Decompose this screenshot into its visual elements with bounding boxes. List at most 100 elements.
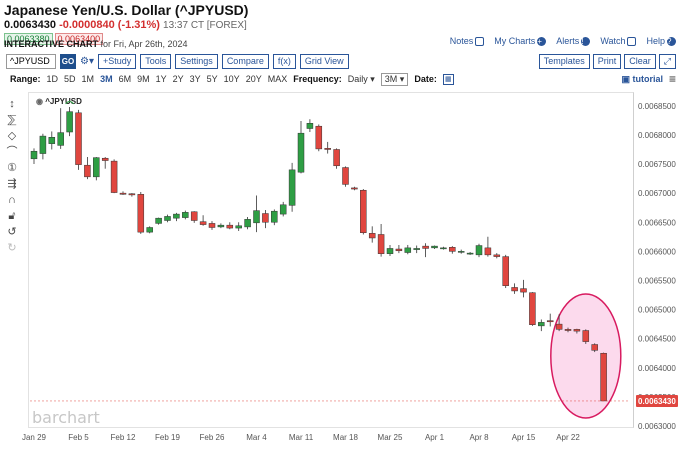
candle-body [48, 137, 56, 144]
candle-body [484, 247, 492, 256]
candle-body [529, 292, 536, 325]
fx-button[interactable]: f(x) [272, 53, 296, 69]
range-3y[interactable]: 3Y [189, 74, 201, 84]
alerts-link[interactable]: Alerts! [556, 36, 591, 46]
candle-body [128, 193, 136, 196]
candle-body [333, 149, 340, 167]
candle-body [538, 322, 545, 327]
templates-button[interactable]: Templates [538, 53, 590, 69]
interactive-chart-label: INTERACTIVE CHART for Fri, Apr 26th, 202… [4, 39, 188, 49]
candle-body [386, 248, 394, 254]
fibonacci-tool-icon[interactable]: ⅀ [7, 114, 17, 126]
candle-body [555, 323, 563, 330]
range-2y[interactable]: 2Y [172, 74, 184, 84]
y-tick-label: 0.0067000 [638, 189, 676, 198]
range-3m[interactable]: 3M [100, 74, 113, 84]
range-1y[interactable]: 1Y [155, 74, 167, 84]
last-price-badge [636, 394, 678, 407]
range-1m[interactable]: 1M [81, 74, 95, 84]
x-tick-label: Mar 25 [378, 433, 403, 442]
candle-body [306, 123, 314, 129]
candle-body [413, 248, 420, 250]
watch-link[interactable]: Watch [600, 36, 637, 46]
range-label: Range: [10, 74, 41, 84]
candle-body [164, 216, 171, 221]
go-button[interactable]: GO [60, 53, 76, 69]
x-tick-label: Mar 11 [289, 433, 314, 442]
clear-button[interactable]: Clear [624, 53, 656, 69]
x-tick-label: Apr 1 [425, 433, 445, 442]
print-button[interactable]: Print [592, 53, 622, 69]
y-tick-label: 0.0063000 [638, 422, 676, 431]
plus-icon: + [537, 36, 547, 46]
candle-body [288, 169, 296, 206]
annotation-tool-icon[interactable]: ① [7, 162, 17, 174]
tutorial-label: tutorial [632, 73, 663, 84]
x-tick-label: Jan 29 [22, 433, 47, 442]
x-tick-label: Feb 12 [111, 433, 136, 442]
settings-gear-icon[interactable]: ⚙▾ [80, 55, 94, 67]
pattern-tool-icon[interactable]: ◇ [7, 130, 17, 142]
expand-icon[interactable]: ⤢ [658, 53, 676, 69]
candle-body [66, 111, 73, 133]
x-tick-label: Mar 4 [246, 433, 267, 442]
tutorial-link[interactable]: ▣ tutorial [621, 74, 663, 85]
range-max[interactable]: MAX [267, 74, 288, 84]
undo-icon[interactable]: ↺ [7, 226, 17, 238]
candle-body [279, 204, 287, 215]
grid-view-button[interactable]: Grid View [299, 53, 349, 69]
bid-badge: 0.0063380 [4, 33, 53, 45]
range-9m[interactable]: 9M [137, 74, 150, 84]
visibility-eye-icon[interactable]: ◉ [36, 97, 43, 106]
ask-badge: 0.0063400 [54, 33, 104, 45]
candle-body [226, 224, 234, 229]
quote-line: 0.0063430 -0.0000840 (-1.31%) 13:37 CT [… [4, 19, 676, 32]
candle-body [573, 329, 581, 332]
trend-tool-icon[interactable]: ⇶ [7, 178, 17, 190]
range-6m[interactable]: 6M [118, 74, 132, 84]
chart-symbol-text: ^JPYUSD [45, 97, 82, 106]
candle-body [244, 219, 251, 228]
my-charts-label: My Charts [494, 36, 536, 46]
crosshair-tool-icon[interactable]: ↕ [9, 98, 15, 110]
candle-body [57, 132, 64, 146]
period-select[interactable]: 3M ▾ [380, 72, 409, 86]
candle-body [351, 187, 358, 190]
y-tick-label: 0.0068500 [638, 102, 676, 111]
tools-button[interactable]: Tools [140, 53, 172, 69]
interactive-chart-title: INTERACTIVE CHART [4, 39, 98, 49]
range-5y[interactable]: 5Y [206, 74, 218, 84]
quote-header: Japanese Yen/U.S. Dollar (^JPYUSD) 0.006… [4, 2, 676, 50]
chart-area[interactable] [28, 92, 634, 428]
symbol-input[interactable] [6, 53, 56, 69]
add-study-button[interactable]: +Study [97, 53, 137, 69]
y-tick-label: 0.0065500 [638, 276, 676, 285]
settings-button[interactable]: Settings [175, 53, 218, 69]
range-5d[interactable]: 5D [64, 74, 76, 84]
my-charts-link[interactable]: My Charts + [494, 36, 547, 46]
range-1d[interactable]: 1D [46, 74, 59, 84]
candle-body [39, 135, 47, 154]
help-link[interactable]: Help? [646, 36, 676, 46]
candle-body [360, 189, 367, 233]
magnet-icon[interactable]: ∩ [8, 194, 16, 206]
range-10y[interactable]: 10Y [223, 74, 240, 84]
frequency-select[interactable]: Daily ▾ [347, 73, 375, 84]
candle-body [190, 211, 198, 221]
arc-tool-icon[interactable]: ⌒ [6, 146, 18, 158]
notes-link[interactable]: Notes [450, 36, 485, 46]
highlight-circle [550, 293, 622, 419]
menu-icon[interactable]: ≡ [668, 72, 676, 86]
chart-symbol-label: ◉ ^JPYUSD [36, 97, 82, 106]
lock-icon[interactable]: 🔓︎ [8, 210, 16, 222]
redo-icon[interactable]: ↻ [7, 242, 17, 254]
last-price-text: 0.0063430 [638, 397, 676, 406]
candle-body [155, 217, 162, 224]
candle-body [235, 225, 242, 229]
range-20y[interactable]: 20Y [245, 74, 262, 84]
calendar-icon[interactable]: ▦ [442, 73, 454, 85]
barchart-logo: barchart [32, 408, 100, 427]
compare-button[interactable]: Compare [221, 53, 269, 69]
x-tick-label: Apr 15 [512, 433, 536, 442]
